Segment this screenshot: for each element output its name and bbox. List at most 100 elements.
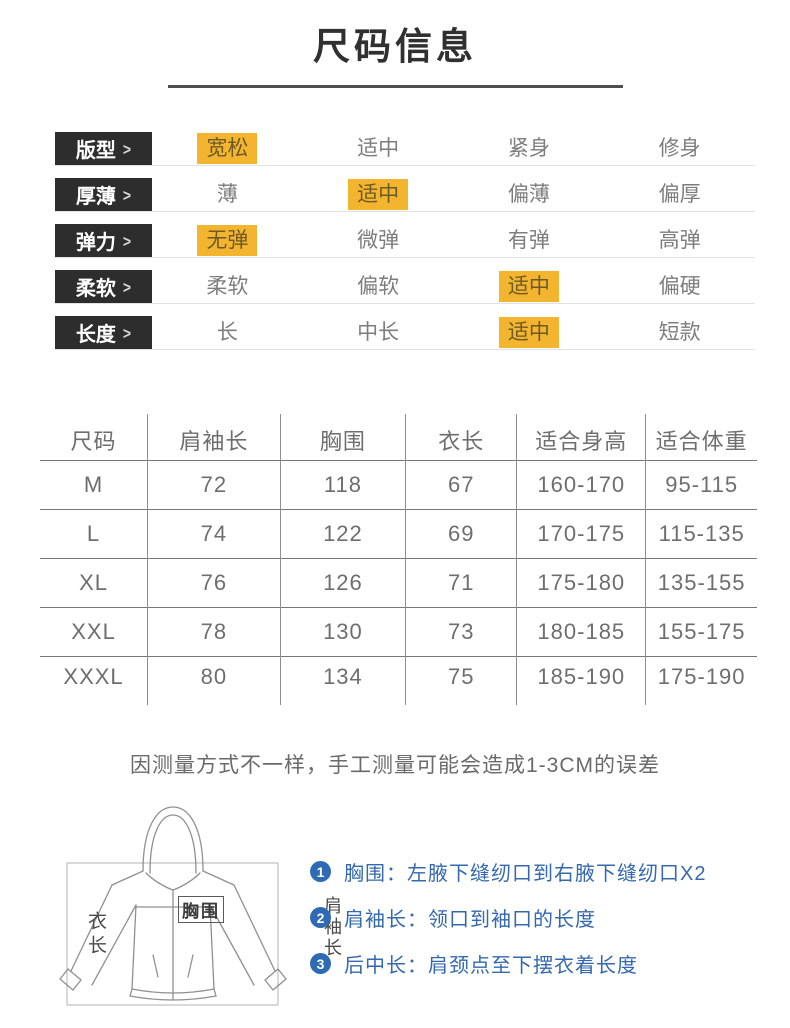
attribute-option: 薄	[152, 179, 303, 210]
attribute-label: 弹力	[75, 232, 116, 254]
table-cell: 175-180	[516, 558, 646, 607]
table-cell: 130	[279, 607, 406, 656]
attribute-option-selected: 宽松	[197, 132, 258, 165]
attribute-options: 柔软 偏软 适中 偏硬	[152, 270, 755, 303]
attribute-row: 长度 > 长 中长 适中 短款	[55, 316, 755, 350]
attribute-matrix: 版型 > 宽松 适中 紧身 修身 厚薄 > 薄适中 偏薄 偏厚 弹力 > 无弹 微弹 有弹 高弹 柔软 > 柔软 偏软适…	[55, 132, 755, 350]
attribute-label: 版型	[75, 140, 116, 162]
legend-number-badge: 1	[310, 861, 331, 882]
table-cell: 78	[147, 607, 281, 656]
hoodie-drawing-svg	[59, 806, 287, 1006]
table-header-cell: 肩袖长	[147, 414, 281, 460]
attribute-option: 无弹	[152, 224, 303, 257]
garment-length-label: 衣长	[85, 911, 106, 959]
attribute-row: 柔软 > 柔软 偏软 适中 偏硬	[55, 270, 755, 304]
table-header-cell: 尺码	[70, 428, 117, 454]
table-cell: XL	[79, 569, 108, 595]
table-cell: 75	[405, 656, 517, 705]
legend-text: 后中长：肩颈点至下摆衣着长度	[344, 955, 638, 977]
attribute-label: 厚薄	[75, 186, 116, 208]
attribute-option-text: 修身	[658, 136, 701, 160]
chevron-right-icon: >	[122, 138, 132, 159]
attribute-row: 厚薄 > 薄 适中 偏薄 偏厚	[55, 178, 755, 212]
legend-item: 1 胸围：左腋下缝纫口到右腋下缝纫口X2	[310, 857, 706, 886]
attribute-option-text: 柔软	[206, 274, 249, 298]
chevron-right-icon: >	[122, 276, 132, 297]
attribute-options: 无弹 微弹 有弹 高弹	[152, 224, 755, 257]
table-row: L 74 122 69 170-175 115-135	[40, 509, 757, 558]
table-cell: 74	[147, 509, 281, 558]
table-cell: 175-190	[645, 656, 757, 705]
attribute-options: 长 中长 适中 短款	[152, 316, 755, 349]
attribute-option: 偏薄	[454, 179, 605, 210]
table-header-cell: 衣长	[405, 414, 517, 460]
legend-item: 2 肩袖长：领口到袖口的长度	[310, 903, 706, 932]
attribute-option: 修身	[604, 133, 755, 164]
attribute-option: 柔软	[152, 271, 303, 302]
attribute-option: 长	[152, 317, 303, 348]
attribute-option: 短款	[604, 317, 755, 348]
table-cell: 67	[405, 460, 517, 509]
hoodie-diagram: 衣长 肩袖长 胸围	[40, 793, 342, 1028]
measurement-note: 因测量方式不一样，手工测量可能会造成1-3CM的误差	[129, 754, 660, 777]
table-cell: 73	[405, 607, 517, 656]
table-cell: 80	[147, 656, 281, 705]
attribute-option-text: 偏薄	[507, 182, 550, 206]
attribute-option: 微弹	[303, 225, 454, 256]
attribute-row: 版型 > 宽松 适中 紧身 修身	[55, 132, 755, 166]
table-cell: M	[83, 471, 104, 497]
table-cell: 118	[279, 460, 406, 509]
table-cell: XXXL	[63, 663, 124, 689]
attribute-option: 适中	[303, 178, 454, 211]
table-cell: L	[86, 520, 101, 546]
attribute-option: 适中	[454, 316, 605, 349]
chevron-right-icon: >	[122, 322, 132, 343]
attribute-options: 薄 适中 偏薄 偏厚	[152, 178, 755, 211]
title-underline	[167, 85, 623, 88]
attribute-label-box: 弹力 >	[55, 224, 152, 257]
attribute-label-box: 柔软 >	[55, 270, 152, 303]
attribute-option: 偏厚	[604, 179, 755, 210]
attribute-option-text: 高弹	[658, 228, 701, 252]
size-table-header-row: 尺码 肩袖长 胸围 衣长 适合身高 适合体重	[40, 414, 757, 460]
attribute-label-box: 厚薄 >	[55, 178, 152, 211]
attribute-option-text: 微弹	[357, 228, 400, 252]
table-row: XL 76 126 71 175-180 135-155	[40, 558, 757, 607]
table-cell: 71	[405, 558, 517, 607]
chevron-right-icon: >	[122, 230, 132, 251]
attribute-option: 适中	[303, 133, 454, 164]
size-table: 尺码 肩袖长 胸围 衣长 适合身高 适合体重 M 72 118 67 160-170 95-115 L…	[40, 414, 757, 705]
attribute-option: 有弹	[454, 225, 605, 256]
attribute-label: 柔软	[75, 278, 116, 300]
table-cell: 160-170	[516, 460, 646, 509]
attribute-option-selected: 无弹	[197, 224, 258, 257]
measurement-guide: 衣长 肩袖长 胸围 1 胸围：左腋下缝纫口到右腋下缝纫口X2 2 肩袖长：领口到袖口的…	[0, 793, 790, 1028]
table-row: XXL 78 130 73 180-185 155-175	[40, 607, 757, 656]
attribute-label-box: 长度 >	[55, 316, 152, 349]
table-cell: 126	[279, 558, 406, 607]
attribute-option-text: 偏软	[357, 274, 400, 298]
chevron-right-icon: >	[122, 184, 132, 205]
attribute-row: 弹力 > 无弹 微弹 有弹 高弹	[55, 224, 755, 258]
table-header-cell: 适合体重	[645, 414, 757, 460]
table-cell: 155-175	[645, 607, 757, 656]
table-cell: 69	[405, 509, 517, 558]
table-row: XXXL 80 134 75 185-190 175-190	[40, 656, 757, 705]
measurement-legend: 1 胸围：左腋下缝纫口到右腋下缝纫口X2 2 肩袖长：领口到袖口的长度 3 后中长：肩颈点…	[310, 857, 706, 995]
table-cell: XXL	[71, 618, 116, 644]
table-cell: 135-155	[645, 558, 757, 607]
table-cell: 180-185	[516, 607, 646, 656]
attribute-option-selected: 适中	[348, 178, 409, 211]
attribute-option-text: 短款	[658, 320, 701, 344]
attribute-label-box: 版型 >	[55, 132, 152, 165]
attribute-option: 偏硬	[604, 271, 755, 302]
table-header-cell: 适合身高	[516, 414, 646, 460]
size-table-wrap: 尺码 肩袖长 胸围 衣长 适合身高 适合体重 M 72 118 67 160-170 95-115 L…	[40, 414, 757, 705]
attribute-option: 中长	[303, 317, 454, 348]
attribute-options: 宽松 适中 紧身 修身	[152, 132, 755, 165]
attribute-option-selected: 适中	[498, 270, 559, 303]
table-header-cell: 胸围	[279, 414, 406, 460]
table-cell: 76	[147, 558, 281, 607]
attribute-option-text: 中长	[357, 320, 400, 344]
legend-number-badge: 3	[310, 953, 331, 974]
